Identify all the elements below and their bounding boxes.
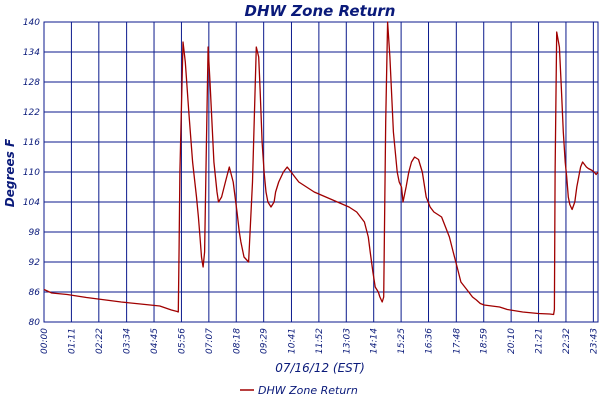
y-axis-label: Degrees F xyxy=(3,138,17,207)
x-tick-label: 22:32 xyxy=(562,328,572,354)
x-tick-label: 01:11 xyxy=(67,328,77,354)
y-axis-ticks: 80 86 92 98 104 110 116 122 128 134 140 xyxy=(23,18,40,328)
y-tick-label: 86 xyxy=(29,288,41,298)
y-tick-label: 80 xyxy=(29,318,41,328)
x-tick-label: 13:03 xyxy=(342,328,352,354)
y-tick-label: 122 xyxy=(23,108,40,118)
x-tick-label: 07:07 xyxy=(205,328,215,354)
y-tick-label: 98 xyxy=(29,228,41,238)
x-tick-label: 11:52 xyxy=(315,328,325,354)
x-tick-label: 10:41 xyxy=(287,328,297,354)
x-tick-label: 16:36 xyxy=(425,328,435,354)
x-tick-label: 03:34 xyxy=(123,328,133,354)
series-line-dhw-zone-return xyxy=(43,21,599,316)
y-tick-label: 92 xyxy=(29,258,41,268)
x-tick-label: 02:22 xyxy=(95,328,105,354)
x-axis-label: 07/16/12 (EST) xyxy=(275,361,365,375)
x-tick-label: 17:48 xyxy=(452,328,462,354)
x-axis-ticks: 00:00 01:11 02:22 03:34 04:45 05:56 07:07 08:18… xyxy=(40,328,599,354)
y-tick-label: 128 xyxy=(23,78,40,88)
y-tick-label: 116 xyxy=(23,138,40,148)
grid xyxy=(43,21,599,323)
y-tick-label: 134 xyxy=(23,48,40,58)
series-layer xyxy=(43,21,599,316)
chart-title: DHW Zone Return xyxy=(245,2,396,20)
y-tick-label: 110 xyxy=(23,168,40,178)
x-tick-label: 04:45 xyxy=(150,328,160,354)
x-tick-label: 20:10 xyxy=(507,328,517,354)
y-tick-label: 140 xyxy=(23,18,40,28)
x-tick-label: 21:21 xyxy=(535,328,545,354)
legend-label: DHW Zone Return xyxy=(258,384,358,397)
x-tick-label: 14:14 xyxy=(370,328,380,354)
x-tick-label: 00:00 xyxy=(40,328,50,354)
legend: DHW Zone Return xyxy=(240,384,358,397)
x-tick-label: 08:18 xyxy=(232,328,242,354)
x-tick-label: 09:29 xyxy=(260,328,270,354)
x-tick-label: 23:43 xyxy=(589,328,599,354)
y-tick-label: 104 xyxy=(23,198,40,208)
x-tick-label: 05:56 xyxy=(177,328,187,354)
x-tick-label: 15:25 xyxy=(397,328,407,354)
x-tick-label: 18:59 xyxy=(480,328,490,354)
